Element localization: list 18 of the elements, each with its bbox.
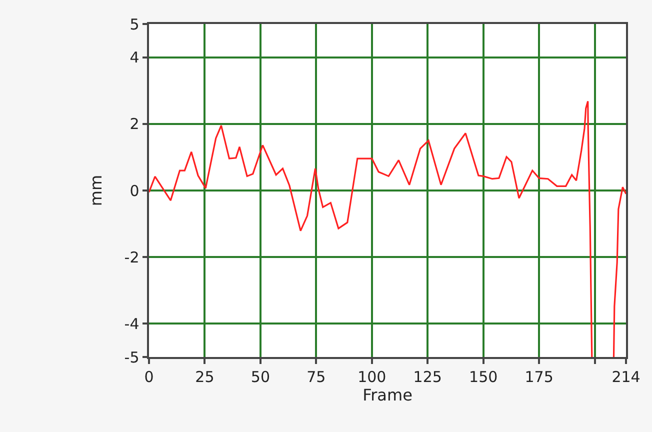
- x-tick-label: 0: [144, 368, 154, 386]
- y-tick-label: -2: [124, 248, 140, 266]
- x-tick-label: 125: [413, 368, 442, 386]
- y-tick-label: -4: [124, 314, 140, 333]
- y-tick-label: 5: [130, 15, 140, 34]
- x-tick-label: 175: [524, 368, 554, 386]
- y-tick-label: -5: [124, 348, 140, 366]
- x-axis-title: Frame: [362, 386, 412, 405]
- x-tick-label: 100: [358, 368, 386, 386]
- x-tick-label: 50: [250, 368, 270, 386]
- x-tick-label: 150: [469, 368, 498, 386]
- x-tick-label: 214: [612, 368, 640, 386]
- x-tick-label: 75: [306, 368, 326, 386]
- y-tick-label: 4: [130, 48, 140, 67]
- y-tick-label: 0: [130, 182, 140, 200]
- x-tick-label: 25: [195, 368, 214, 386]
- y-tick-label: 2: [130, 115, 140, 134]
- y-axis-title: mm: [86, 174, 106, 206]
